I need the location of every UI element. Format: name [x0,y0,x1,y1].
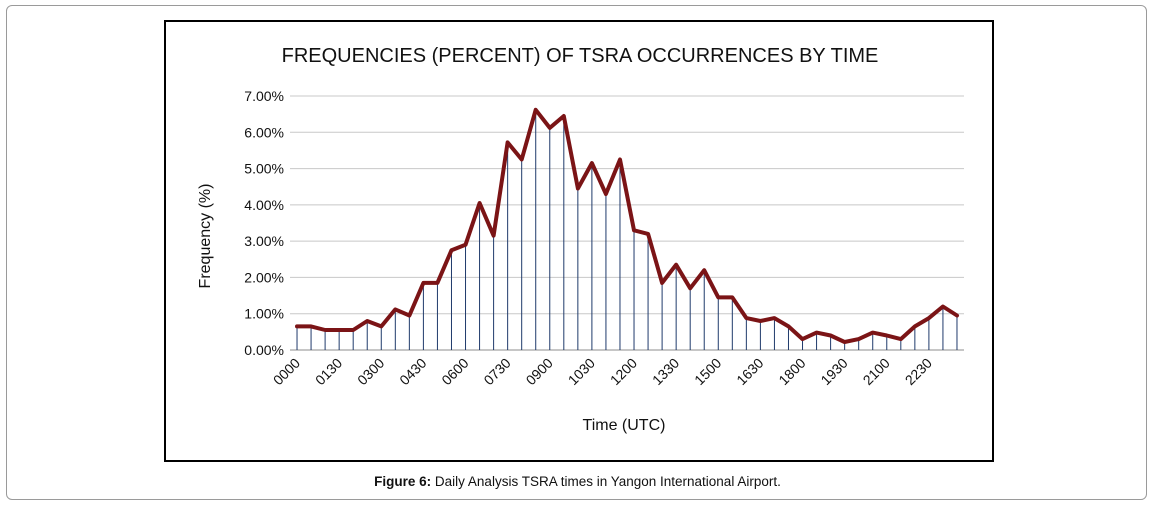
x-tick-label: 1330 [649,355,682,388]
line-chart: FREQUENCIES (PERCENT) OF TSRA OCCURRENCE… [197,45,964,434]
x-tick-label: 0300 [354,355,387,388]
x-tick-label: 0430 [396,355,429,388]
x-tick-label: 2230 [902,355,935,388]
figure-caption: Figure 6: Daily Analysis TSRA times in Y… [0,474,1155,489]
x-tick-label: 1930 [817,355,850,388]
y-axis-label: Frequency (%) [197,184,214,289]
x-tick-label: 1030 [565,355,598,388]
chart-container: FREQUENCIES (PERCENT) OF TSRA OCCURRENCE… [164,20,994,462]
y-tick-label: 3.00% [244,233,284,249]
y-tick-label: 0.00% [244,342,284,358]
y-tick-label: 5.00% [244,161,284,177]
y-tick-label: 2.00% [244,269,284,285]
x-axis-ticks: 0000 0130 0300 0430 0600 0730 0900 1030 1200 1330… [270,355,935,388]
drop-lines [296,109,958,350]
x-tick-label: 1500 [691,355,724,388]
y-tick-label: 6.00% [244,124,284,140]
x-tick-label: 0730 [480,355,513,388]
caption-text: Daily Analysis TSRA times in Yangon Inte… [431,474,781,489]
caption-label: Figure 6: [374,474,432,489]
x-tick-label: 0000 [270,355,303,388]
x-tick-label: 0130 [312,355,345,388]
y-axis-ticks: 0.00% 1.00% 2.00% 3.00% 4.00% 5.00% 6.00% 7.00% [244,88,284,358]
figure-frame [6,5,1147,500]
y-tick-label: 4.00% [244,197,284,213]
x-tick-label: 1800 [775,355,808,388]
x-tick-label: 1630 [733,355,766,388]
gridlines [290,95,964,351]
x-tick-label: 1200 [607,355,640,388]
series-line [295,107,959,344]
y-tick-label: 7.00% [244,88,284,104]
x-tick-label: 2100 [860,355,893,388]
x-tick-label: 0600 [438,355,471,388]
chart-title: FREQUENCIES (PERCENT) OF TSRA OCCURRENCE… [282,45,879,67]
x-axis-label: Time (UTC) [583,417,666,434]
y-tick-label: 1.00% [244,306,284,322]
x-tick-label: 0900 [523,355,556,388]
